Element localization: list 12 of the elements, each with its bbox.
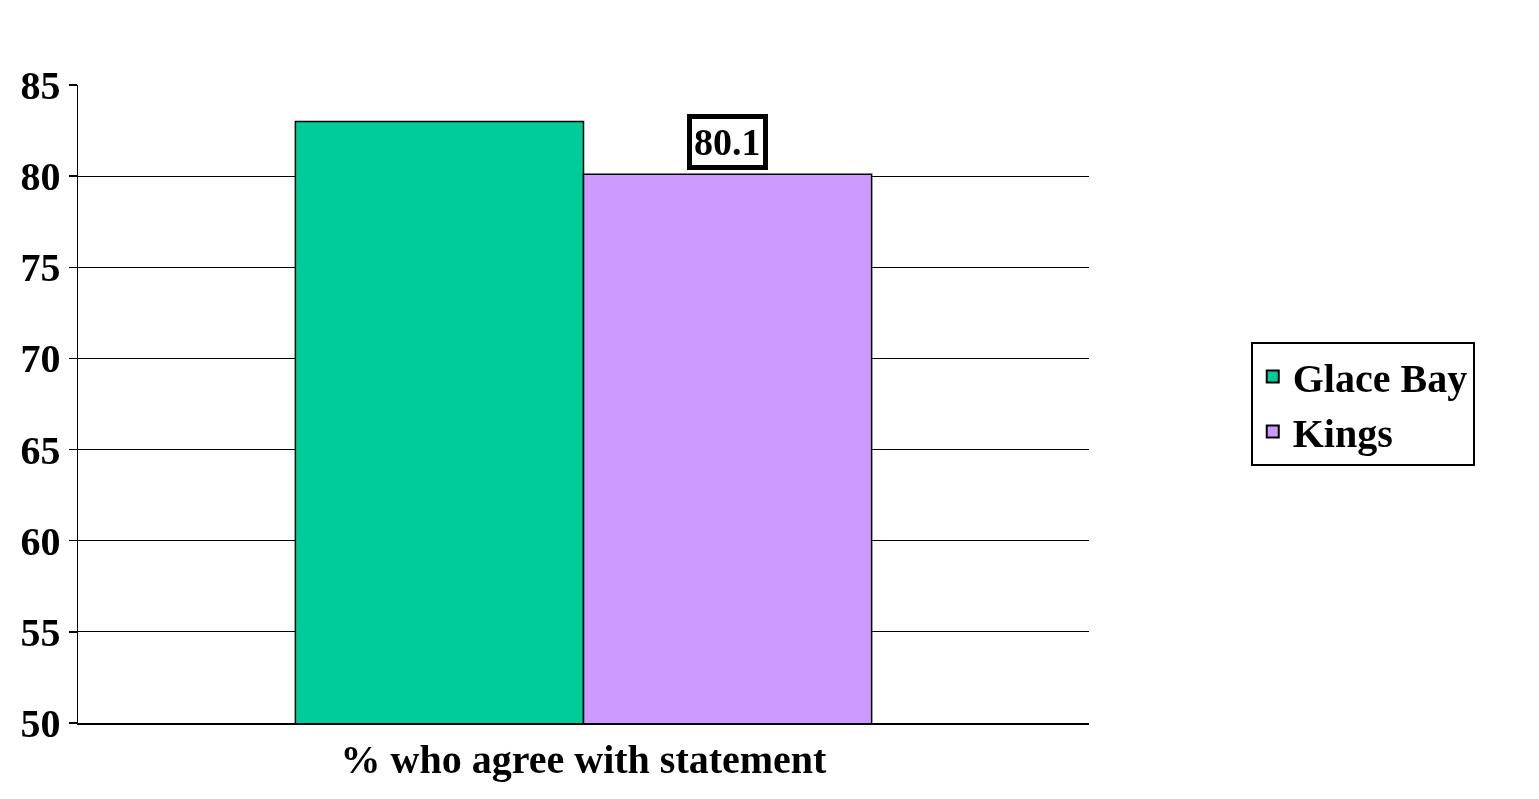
y-tick-label: 55: [20, 609, 61, 655]
y-tick-label: 70: [20, 336, 61, 382]
data-label: 80.1: [694, 121, 761, 163]
legend-label: Kings: [1292, 411, 1393, 457]
legend-label: Glace Bay: [1292, 356, 1468, 402]
y-tick-label: 75: [20, 245, 61, 291]
y-tick-label: 60: [20, 518, 61, 564]
x-tick-label: % who agree with statement: [340, 736, 828, 782]
y-tick-label: 80: [20, 154, 61, 200]
y-tick-label: 50: [20, 701, 61, 746]
y-tick-label: 65: [20, 427, 61, 473]
y-tick-label: 85: [20, 63, 61, 108]
